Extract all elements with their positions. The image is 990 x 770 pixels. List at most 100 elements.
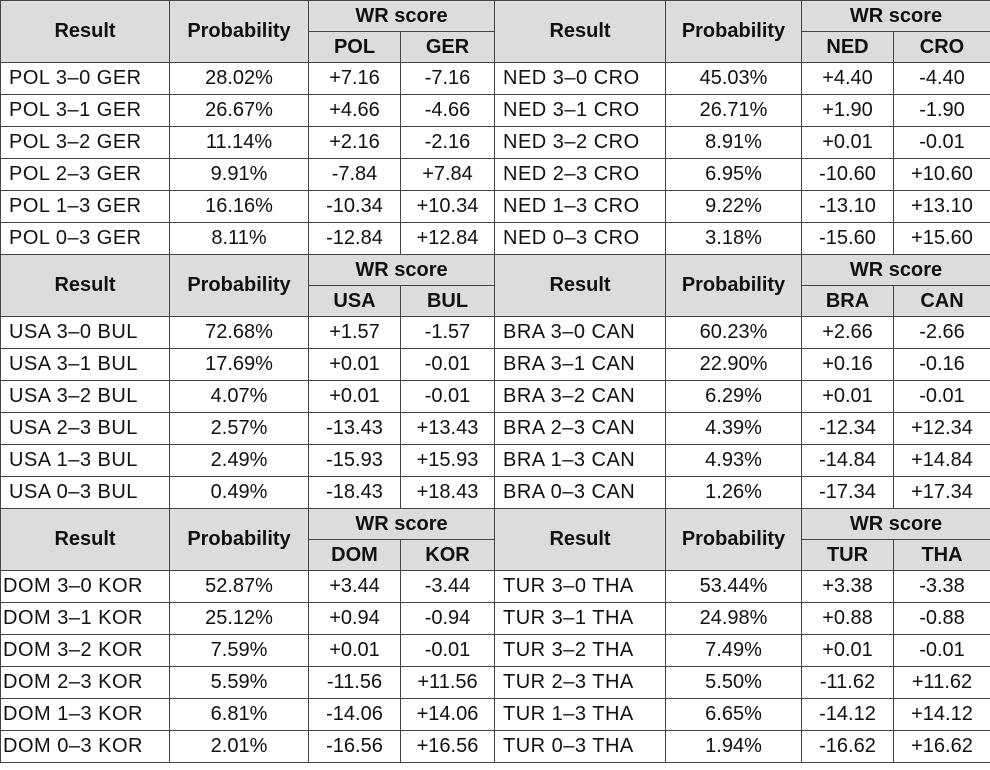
wr-score-a-cell: +4.40: [801, 62, 894, 95]
wr-score-b-cell: -1.57: [400, 316, 495, 349]
probability-cell: 7.59%: [169, 634, 309, 667]
probability-header: Probability: [169, 0, 309, 63]
team-a-header: POL: [308, 31, 401, 63]
team-a-header: TUR: [801, 539, 894, 571]
wr-score-a-cell: +0.01: [308, 380, 401, 413]
probability-cell: 53.44%: [665, 570, 802, 603]
probability-cell: 8.11%: [169, 222, 309, 255]
wr-score-a-cell: -10.34: [308, 190, 401, 223]
result-cell: BRA 2–3 CAN: [494, 412, 666, 445]
result-cell: NED 0–3 CRO: [494, 222, 666, 255]
table-row: USA 3–0 BUL 72.68% +1.57 -1.57 BRA 3–0 CAN 60…: [0, 316, 990, 349]
team-b-header: CAN: [893, 285, 990, 317]
table-row: USA 1–3 BUL 2.49% -15.93 +15.93 BRA 1–3 CAN 4…: [0, 444, 990, 477]
probability-cell: 22.90%: [665, 348, 802, 381]
wr-score-a-cell: -10.60: [801, 158, 894, 191]
wr-score-b-cell: -1.90: [893, 94, 990, 127]
probability-cell: 72.68%: [169, 316, 309, 349]
probability-cell: 6.81%: [169, 698, 309, 731]
result-header: Result: [0, 254, 170, 317]
table-row: USA 3–1 BUL 17.69% +0.01 -0.01 BRA 3–1 CAN 22…: [0, 348, 990, 381]
probability-cell: 24.98%: [665, 602, 802, 635]
wr-score-header: WR score: [308, 508, 495, 540]
result-cell: BRA 3–1 CAN: [494, 348, 666, 381]
team-a-header: BRA: [801, 285, 894, 317]
wr-score-a-cell: -17.34: [801, 476, 894, 509]
wr-score-b-cell: -0.01: [400, 348, 495, 381]
result-cell: POL 3–1 GER: [0, 94, 170, 127]
probability-cell: 52.87%: [169, 570, 309, 603]
result-cell: NED 3–0 CRO: [494, 62, 666, 95]
probability-cell: 8.91%: [665, 126, 802, 159]
wr-score-b-cell: -2.66: [893, 316, 990, 349]
probability-cell: 3.18%: [665, 222, 802, 255]
wr-score-a-cell: +0.01: [308, 634, 401, 667]
result-cell: NED 2–3 CRO: [494, 158, 666, 191]
wr-score-a-cell: -14.12: [801, 698, 894, 731]
result-cell: POL 2–3 GER: [0, 158, 170, 191]
wr-score-a-cell: -18.43: [308, 476, 401, 509]
wr-score-a-cell: +1.57: [308, 316, 401, 349]
table-row: POL 3–2 GER 11.14% +2.16 -2.16 NED 3–2 CRO 8.…: [0, 126, 990, 159]
wr-score-a-cell: -12.34: [801, 412, 894, 445]
probability-cell: 7.49%: [665, 634, 802, 667]
result-cell: DOM 3–2 KOR: [0, 634, 170, 667]
probability-cell: 4.93%: [665, 444, 802, 477]
wr-score-a-cell: -7.84: [308, 158, 401, 191]
probability-cell: 2.57%: [169, 412, 309, 445]
wr-score-b-cell: +13.10: [893, 190, 990, 223]
result-cell: BRA 3–0 CAN: [494, 316, 666, 349]
wr-score-b-cell: +14.12: [893, 698, 990, 731]
wr-score-b-cell: -3.38: [893, 570, 990, 603]
team-a-header: DOM: [308, 539, 401, 571]
result-cell: POL 3–2 GER: [0, 126, 170, 159]
team-a-header: NED: [801, 31, 894, 63]
wr-score-b-cell: -4.40: [893, 62, 990, 95]
wr-score-a-cell: -15.93: [308, 444, 401, 477]
probability-cell: 4.07%: [169, 380, 309, 413]
table-row: USA 2–3 BUL 2.57% -13.43 +13.43 BRA 2–3 CAN 4…: [0, 412, 990, 445]
wr-score-a-cell: -14.06: [308, 698, 401, 731]
probability-cell: 17.69%: [169, 348, 309, 381]
wr-score-header: WR score: [308, 0, 495, 32]
wr-score-b-cell: +10.34: [400, 190, 495, 223]
wr-score-b-cell: +15.93: [400, 444, 495, 477]
result-cell: TUR 0–3 THA: [494, 730, 666, 763]
result-cell: BRA 1–3 CAN: [494, 444, 666, 477]
result-cell: DOM 1–3 KOR: [0, 698, 170, 731]
wr-score-a-cell: +0.88: [801, 602, 894, 635]
result-header: Result: [494, 508, 666, 571]
probability-cell: 45.03%: [665, 62, 802, 95]
table-row: DOM 1–3 KOR 6.81% -14.06 +14.06 TUR 1–3 THA 6…: [0, 698, 990, 731]
wr-score-a-cell: +1.90: [801, 94, 894, 127]
team-a-header: USA: [308, 285, 401, 317]
wr-score-a-cell: -15.60: [801, 222, 894, 255]
wr-score-a-cell: -16.62: [801, 730, 894, 763]
wr-score-b-cell: -7.16: [400, 62, 495, 95]
group-subheader-row: DOM KOR TUR THA: [1, 539, 990, 571]
wr-score-a-cell: +2.66: [801, 316, 894, 349]
probability-cell: 4.39%: [665, 412, 802, 445]
wr-score-header: WR score: [801, 0, 990, 32]
probability-cell: 60.23%: [665, 316, 802, 349]
wr-score-b-cell: +16.62: [893, 730, 990, 763]
wr-score-b-cell: +10.60: [893, 158, 990, 191]
wr-score-b-cell: -0.01: [400, 634, 495, 667]
wr-score-a-cell: +0.01: [801, 126, 894, 159]
table-row: DOM 3–2 KOR 7.59% +0.01 -0.01 TUR 3–2 THA 7.4…: [0, 634, 990, 667]
table-row: USA 0–3 BUL 0.49% -18.43 +18.43 BRA 0–3 CAN 1…: [0, 476, 990, 509]
probability-cell: 6.65%: [665, 698, 802, 731]
table-row: USA 3–2 BUL 4.07% +0.01 -0.01 BRA 3–2 CAN 6.2…: [0, 380, 990, 413]
result-cell: DOM 3–0 KOR: [0, 570, 170, 603]
team-b-header: THA: [893, 539, 990, 571]
group-subheader-row: USA BUL BRA CAN: [1, 285, 990, 317]
wr-score-b-cell: -0.88: [893, 602, 990, 635]
probability-cell: 26.67%: [169, 94, 309, 127]
result-cell: USA 1–3 BUL: [0, 444, 170, 477]
probability-cell: 26.71%: [665, 94, 802, 127]
wr-score-b-cell: +14.06: [400, 698, 495, 731]
table-row: POL 1–3 GER 16.16% -10.34 +10.34 NED 1–3 CRO…: [0, 190, 990, 223]
team-b-header: CRO: [893, 31, 990, 63]
wr-score-b-cell: -4.66: [400, 94, 495, 127]
